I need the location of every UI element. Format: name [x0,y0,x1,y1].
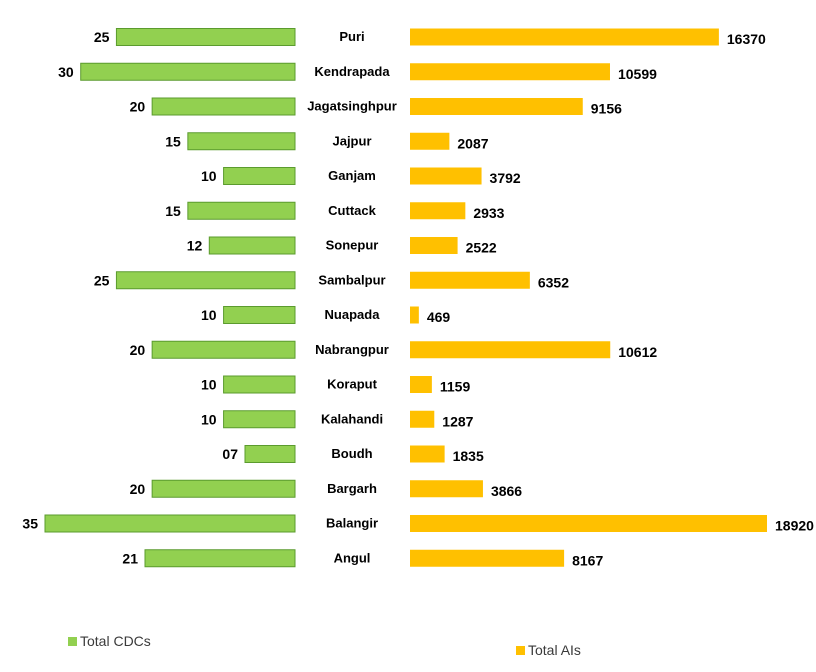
legend-label-cdcs: Total CDCs [80,633,151,649]
cdc-value-label: 15 [165,203,181,219]
cdc-value-label: 21 [122,550,138,566]
ai-bar-sambalpur [410,271,530,289]
category-label: Angul [334,550,371,565]
cdc-value-label: 35 [22,516,38,532]
ai-bar-nuapada [410,306,419,324]
cdc-value-label: 15 [165,133,181,149]
cdc-bar-boudh [244,445,296,463]
cdc-value-label: 20 [130,342,146,358]
cdc-value-label: 20 [130,99,146,115]
ai-value-label: 6352 [538,274,569,290]
ai-bar-kalahandi [410,410,435,428]
cdc-bar-kendrapada [80,62,296,81]
ai-bar-ganjam [410,167,482,185]
cdc-value-label: 25 [94,29,110,45]
category-label: Bargarh [327,481,377,496]
category-label: Kendrapada [314,64,390,79]
ai-value-label: 16370 [727,31,766,47]
ai-bar-cuttack [410,202,466,220]
cdc-bar-balangir [44,514,296,533]
ai-bar-balangir [410,515,767,532]
category-label: Nuapada [325,307,381,322]
category-label: Jagatsinghpur [307,99,397,114]
cdc-bar-bargarh [151,479,296,498]
ai-value-label: 3866 [491,483,522,499]
ai-bar-angul [410,549,565,567]
ai-bar-koraput [410,376,432,393]
category-label: Puri [339,29,364,44]
ai-value-label: 10612 [618,344,657,360]
cdc-value-label: 25 [94,272,110,288]
legend-label-ais: Total AIs [528,642,581,658]
legend-item-cdcs: Total CDCs [68,633,151,649]
cdc-bar-jagatsinghpur [151,97,296,116]
ai-bar-jajpur [410,132,450,150]
ai-value-label: 8167 [572,552,603,568]
legend-item-ais: Total AIs [516,642,581,658]
cdc-bar-nuapada [223,306,296,324]
cdc-value-label: 30 [58,64,74,80]
ai-bar-sonepur [410,237,458,254]
ai-bar-kendrapada [410,63,610,81]
ai-bar-nabrangpur [410,341,611,359]
category-label: Jajpur [332,133,371,148]
ai-bar-bargarh [410,480,483,498]
category-label: Kalahandi [321,411,383,426]
category-label: Sonepur [326,238,379,253]
ai-value-label: 18920 [775,518,814,534]
ai-value-label: 2087 [457,135,488,151]
ai-value-label: 469 [427,309,451,325]
cdc-bar-ganjam [223,167,296,185]
cdc-value-label: 07 [222,446,238,462]
ai-value-label: 1159 [440,379,471,395]
cdc-bar-kalahandi [223,410,296,429]
category-label: Boudh [331,446,372,461]
ai-bar-boudh [410,445,445,463]
ai-value-label: 2933 [473,205,504,221]
cdc-bar-puri [115,28,296,46]
category-label: Balangir [326,516,378,531]
cdc-bar-sonepur [208,236,296,255]
cdc-value-label: 20 [130,481,146,497]
ai-value-label: 1835 [453,448,484,464]
legend-swatch-cdcs [68,636,77,646]
cdc-bar-koraput [223,375,296,394]
legend-swatch-ais [516,645,525,655]
cdc-bar-angul [144,549,296,568]
ai-bar-jagatsinghpur [410,98,583,115]
category-label: Nabrangpur [315,342,389,357]
cdc-value-label: 12 [187,238,203,254]
cdc-value-label: 10 [201,411,217,427]
cdc-bar-nabrangpur [151,340,296,359]
ai-value-label: 1287 [442,413,473,429]
ai-value-label: 3792 [490,170,521,186]
category-label: Sambalpur [318,272,385,287]
ai-value-label: 9156 [591,101,622,117]
ai-bar-puri [410,28,719,46]
cdc-bar-cuttack [187,201,296,220]
category-label: Cuttack [328,203,376,218]
butterfly-bar-chart: 25 Puri 16370 30 Kendrapada 10599 20 Jagatsingh… [22,28,814,568]
cdc-value-label: 10 [201,168,217,184]
cdc-bar-jajpur [187,132,296,151]
category-label: Ganjam [328,168,376,183]
ai-value-label: 10599 [618,66,657,82]
cdc-value-label: 10 [201,307,217,323]
cdc-bar-sambalpur [115,271,296,290]
category-label: Koraput [327,377,378,392]
cdc-value-label: 10 [201,377,217,393]
ai-value-label: 2522 [466,240,497,256]
